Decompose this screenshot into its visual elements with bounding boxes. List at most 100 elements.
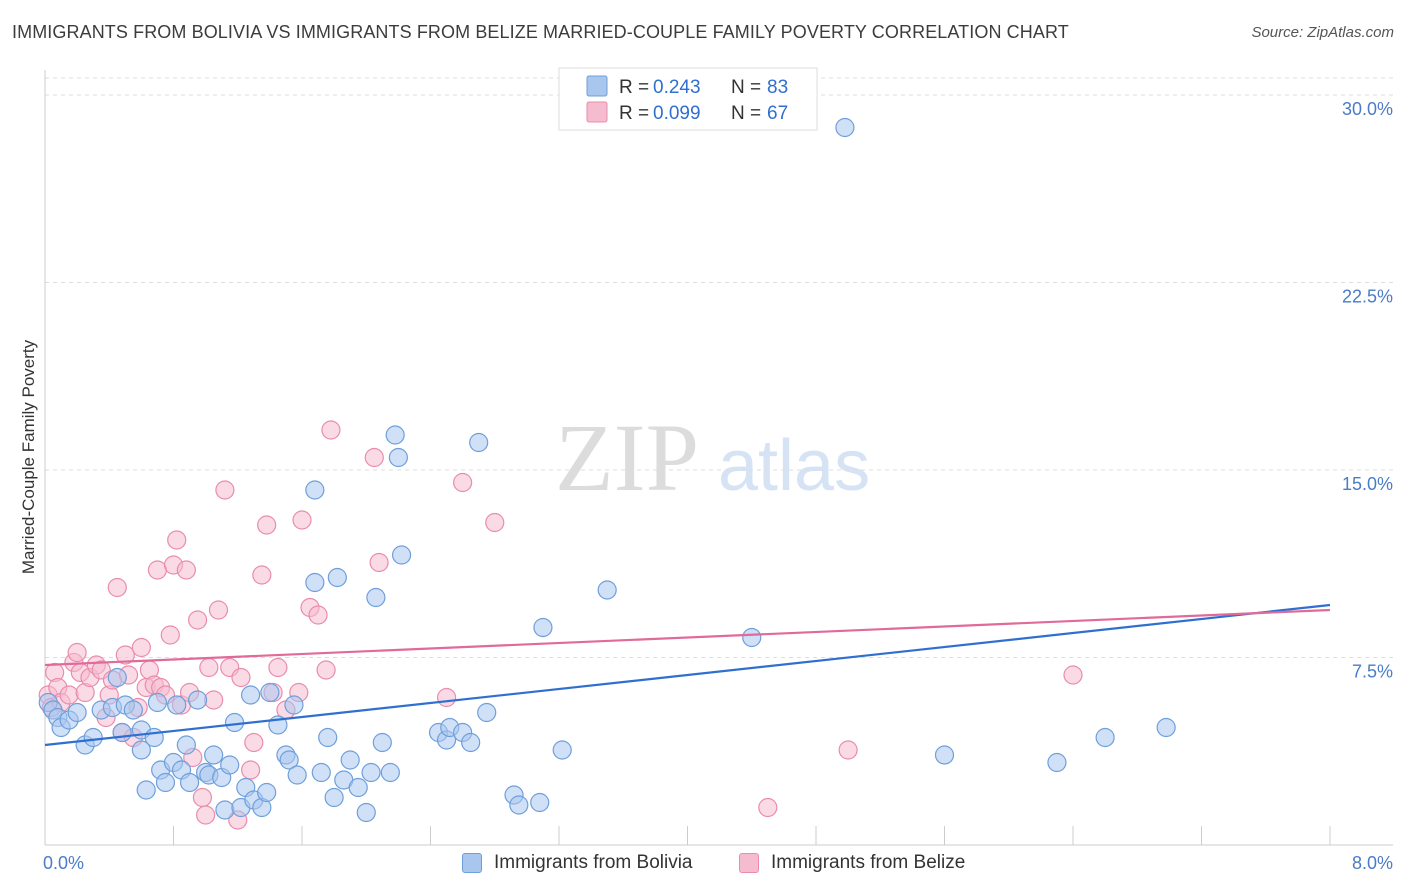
bolivia-point (112, 722, 132, 743)
belize-point (436, 687, 457, 708)
belize-point (257, 515, 277, 535)
bolivia-point (461, 732, 481, 753)
belize-point (252, 565, 272, 585)
x-tick-label: 8.0% (1352, 853, 1393, 873)
bolivia-point (215, 800, 235, 820)
bolivia-point (305, 480, 325, 500)
bolivia-point (147, 692, 168, 713)
bolivia-point (742, 627, 762, 648)
bolivia-point (934, 745, 955, 765)
belize-point (268, 657, 288, 678)
belize-point (364, 447, 384, 468)
bolivia-point (348, 777, 368, 798)
legend-belize: Immigrants from Belize (739, 852, 965, 874)
trend-lines (44, 603, 1331, 747)
y-tick-label: 22.5% (1342, 287, 1393, 307)
bolivia-point (509, 795, 529, 815)
bolivia-point (257, 782, 277, 803)
belize-point (187, 610, 208, 630)
stats-legend: R = 0.243 N = 83 R = 0.099 N = 67 (558, 67, 818, 131)
bolivia-point (187, 690, 208, 710)
y-tick-label: 7.5% (1352, 662, 1393, 682)
watermark-zip: ZIP (555, 404, 699, 511)
belize-point (453, 472, 473, 493)
belize-point (167, 530, 187, 550)
bolivia-point (176, 735, 196, 755)
tick-labels: 7.5% 15.0% 22.5% 30.0% 0.0% 8.0% (43, 99, 1393, 873)
bolivia-point (469, 432, 489, 453)
bolivia-n-value: 83 (767, 77, 788, 98)
bolivia-point (204, 745, 224, 765)
bolivia-point (1047, 752, 1067, 773)
bolivia-point (144, 727, 164, 748)
bolivia-point (155, 772, 176, 793)
bolivia-n-label: N = (731, 77, 761, 98)
belize-point (160, 625, 180, 645)
bolivia-point (388, 447, 408, 468)
bolivia-point (220, 755, 240, 775)
bolivia-point (552, 740, 572, 760)
bolivia-point (835, 117, 855, 138)
y-tick-label: 15.0% (1342, 474, 1393, 494)
belize-point (67, 642, 87, 663)
belize-n-value: 67 (767, 103, 788, 124)
legend-bolivia-label: Immigrants from Bolivia (494, 852, 693, 873)
bolivia-point (136, 780, 156, 800)
bolivia-point (356, 802, 376, 823)
bolivia-point (123, 700, 143, 720)
belize-r-value: 0.099 (653, 103, 701, 124)
bolivia-point (324, 787, 344, 808)
bolivia-point (597, 580, 617, 600)
bolivia-point (241, 685, 261, 705)
belize-point (176, 560, 196, 580)
watermark-atlas: atlas (718, 426, 870, 506)
bolivia-points (38, 117, 1176, 823)
bolivia-point (361, 762, 381, 783)
belize-r-label: R = (619, 103, 649, 124)
bolivia-point (530, 792, 550, 813)
belize-point (1063, 665, 1083, 685)
belize-point (204, 690, 224, 710)
belize-point (215, 480, 235, 500)
bolivia-point (67, 702, 87, 723)
belize-point (231, 667, 251, 688)
belize-point (196, 805, 216, 825)
bolivia-point (366, 587, 386, 608)
belize-swatch (586, 101, 608, 123)
belize-trend-line (44, 608, 1331, 667)
belize-n-label: N = (731, 103, 761, 124)
bolivia-point (391, 545, 412, 565)
belize-point (838, 740, 858, 760)
bolivia-point (372, 732, 392, 753)
bolivia-point (224, 712, 245, 733)
bolivia-point (305, 572, 325, 593)
bolivia-point (327, 567, 347, 588)
belize-point (107, 577, 127, 598)
belize-point (192, 787, 213, 808)
bolivia-point (311, 762, 331, 783)
belize-point (147, 560, 168, 580)
belize-point (758, 797, 778, 818)
bolivia-point (340, 750, 360, 770)
belize-point (369, 552, 389, 573)
belize-point (485, 512, 505, 533)
bolivia-point (385, 425, 405, 445)
bolivia-swatch (586, 75, 608, 97)
belize-point (208, 600, 229, 620)
belize-point (321, 420, 341, 440)
y-axis-title: Married-Couple Family Poverty (19, 339, 38, 574)
y-tick-label: 30.0% (1342, 99, 1393, 119)
legend-bolivia-swatch (462, 853, 482, 873)
bolivia-point (1095, 727, 1115, 748)
bolivia-point (131, 740, 151, 760)
chart-source: Source: ZipAtlas.com (1251, 24, 1394, 41)
gridlines (45, 77, 1393, 845)
bolivia-point (380, 762, 400, 783)
chart-title: IMMIGRANTS FROM BOLIVIA VS IMMIGRANTS FR… (12, 22, 1069, 42)
belize-point (115, 645, 135, 665)
bolivia-point (279, 750, 299, 770)
bolivia-trend-line (44, 603, 1331, 747)
belize-point (308, 605, 328, 625)
legend-belize-swatch (739, 853, 759, 873)
